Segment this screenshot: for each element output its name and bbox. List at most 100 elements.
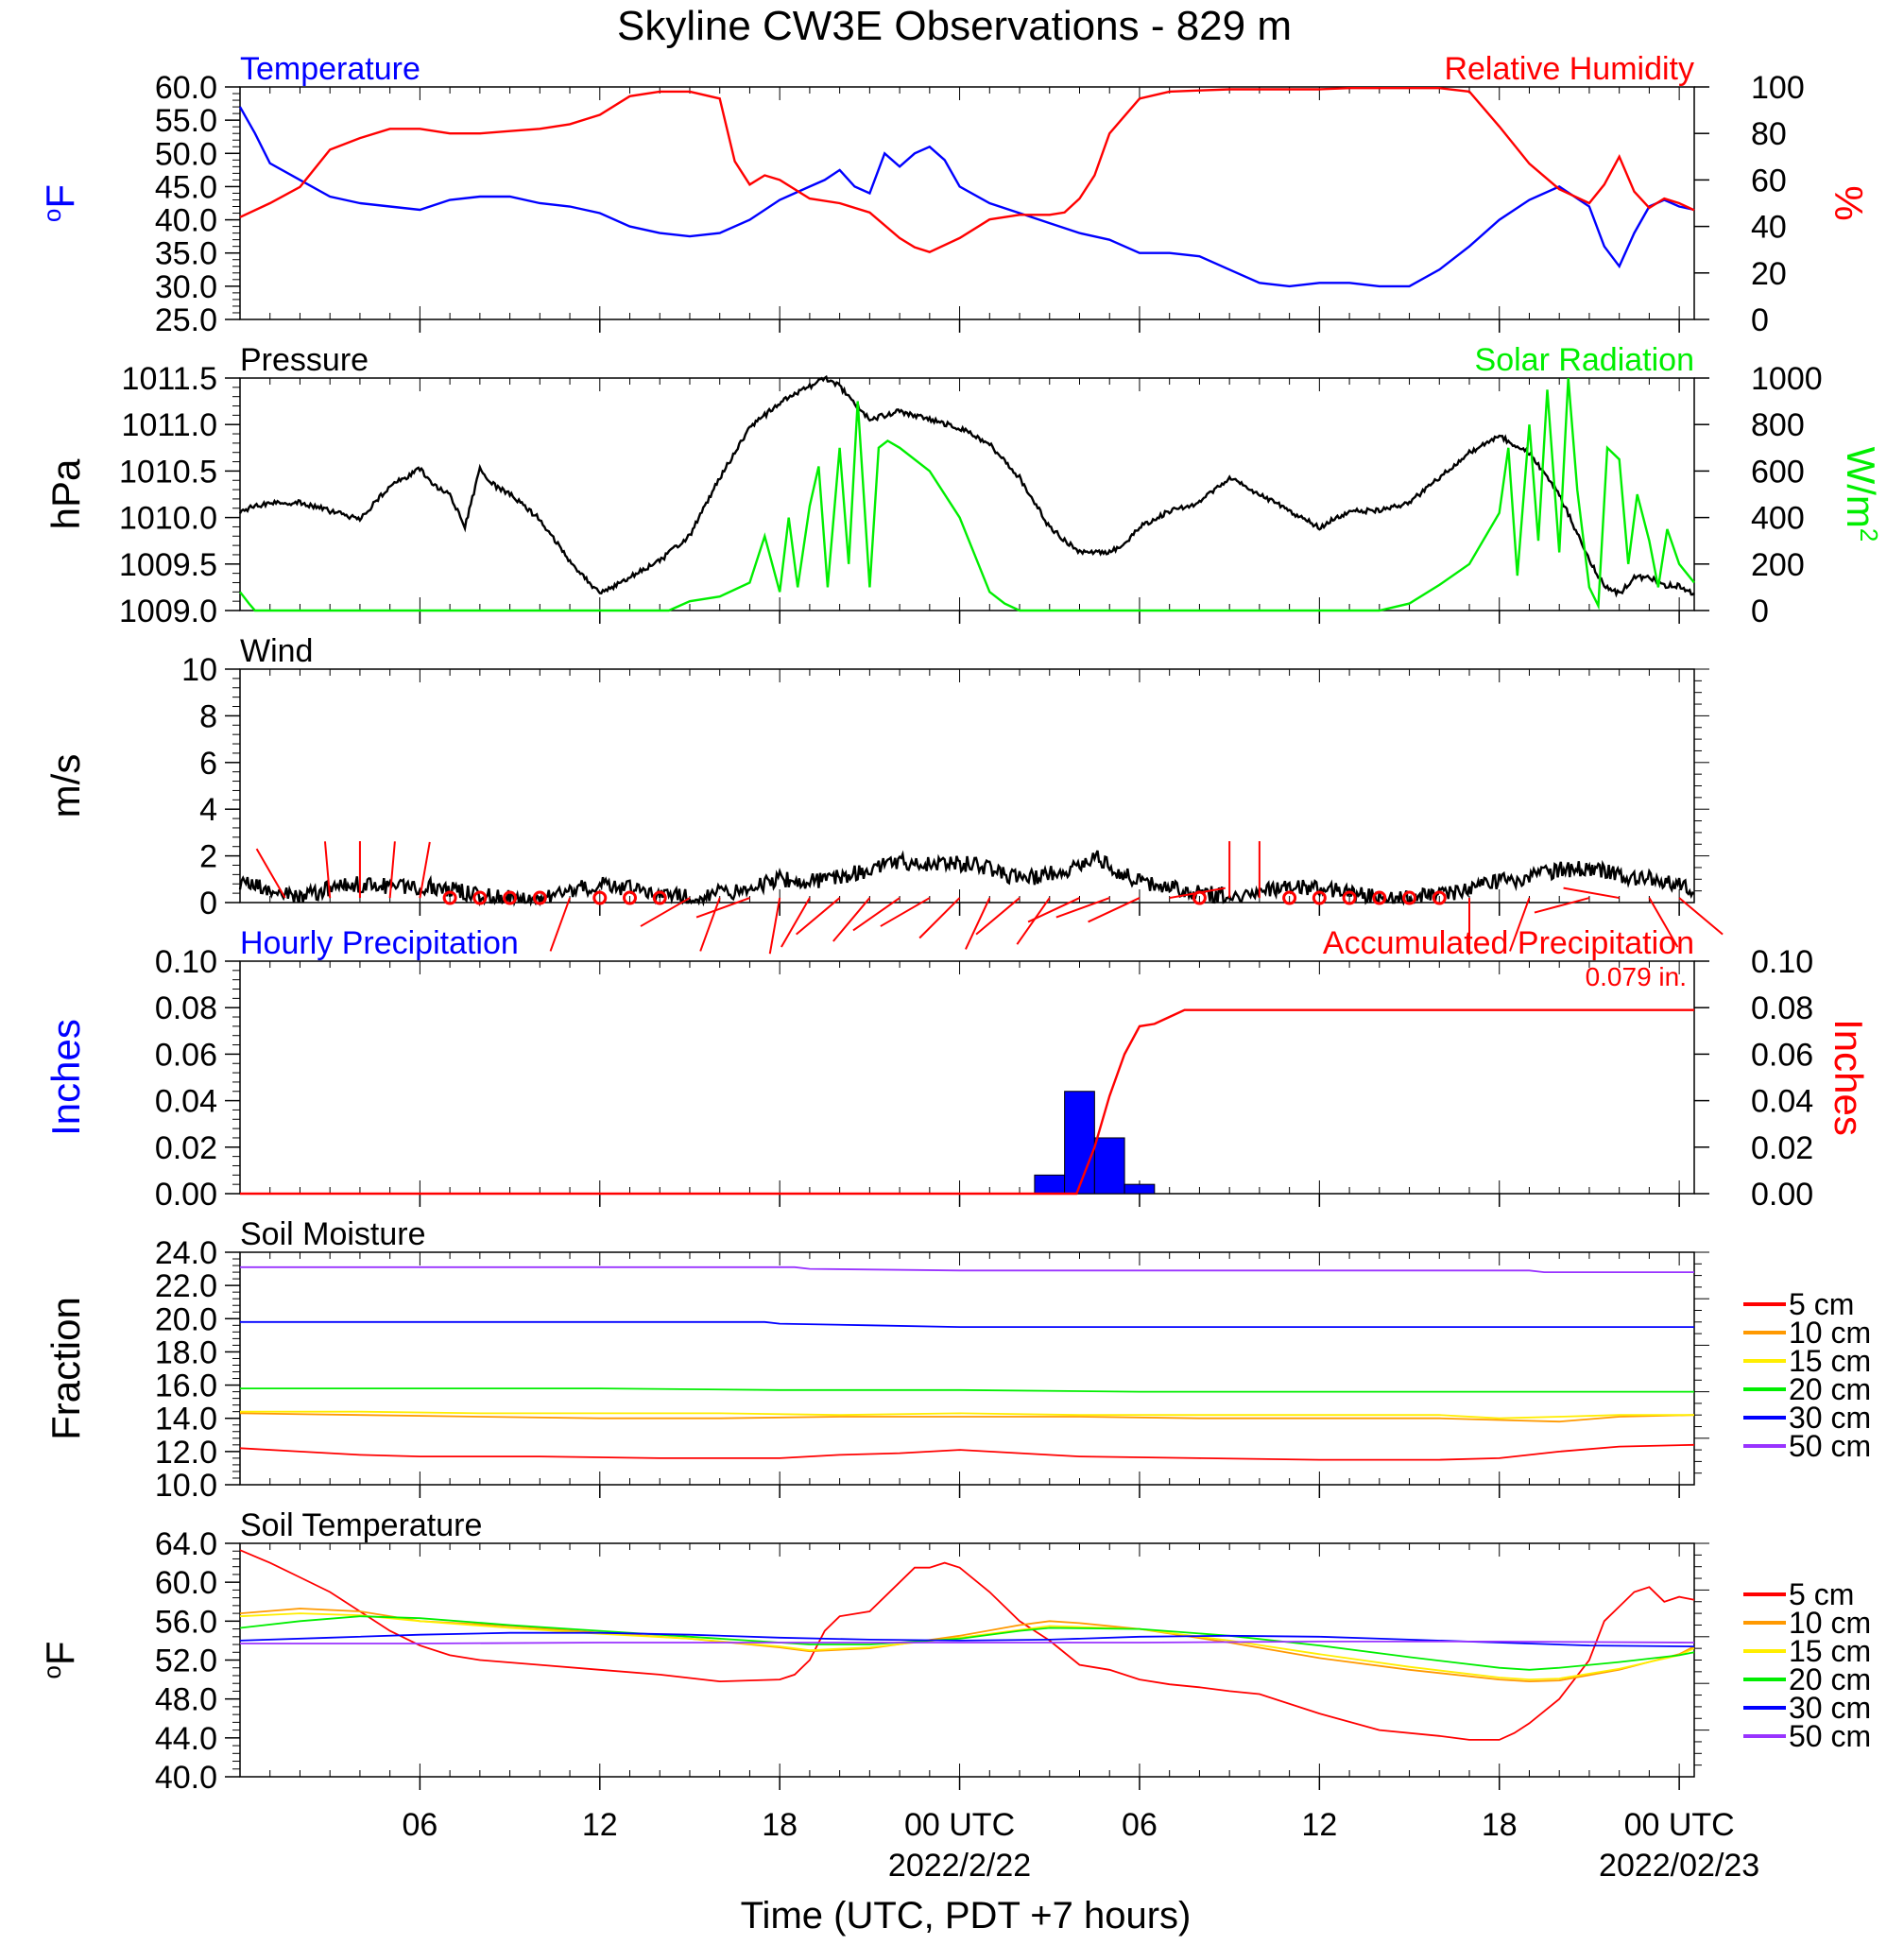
legend-entry: 10 cm xyxy=(1789,1606,1871,1640)
panel-title-right: Relative Humidity xyxy=(1444,51,1694,87)
wind-barb xyxy=(1055,897,1110,919)
wind-barb xyxy=(549,897,571,952)
y-tick-label-left: 30.0 xyxy=(155,269,217,305)
y-tick-label-left: 0.00 xyxy=(155,1177,217,1213)
calm-wind-marker xyxy=(1432,890,1447,905)
precip-bar xyxy=(1124,1183,1156,1195)
y-tick-label-left: 48.0 xyxy=(155,1682,217,1718)
panel-title-left: Wind xyxy=(240,633,313,669)
wind-barb xyxy=(1088,897,1141,923)
y-tick-label-left: 18.0 xyxy=(155,1334,217,1370)
calm-wind-marker xyxy=(1372,890,1387,905)
legend-entry: 5 cm xyxy=(1789,1577,1854,1611)
y-tick-label-left: 60.0 xyxy=(155,70,217,106)
legend-entry: 30 cm xyxy=(1789,1401,1871,1435)
legend-entry: 50 cm xyxy=(1789,1429,1871,1463)
y-tick-label-left: 0.08 xyxy=(155,990,217,1026)
series-line-5-cm xyxy=(239,1443,1695,1461)
wind-barb xyxy=(1534,897,1590,914)
wind-barb xyxy=(388,841,396,899)
calm-wind-marker xyxy=(1312,890,1327,905)
wind-barb xyxy=(1509,897,1531,952)
y-tick-label-right: 800 xyxy=(1751,407,1805,443)
series-line-20-cm xyxy=(239,1615,1695,1671)
wind-barb xyxy=(1678,897,1724,936)
y-axis-label-left: oF xyxy=(38,1641,82,1678)
panel-4: 0.00 0.02 0.04 0.06 0.08 0.10 0.00 0.02 0.04 0.06… xyxy=(43,925,1871,1213)
y-tick-label-right: 100 xyxy=(1751,70,1805,106)
y-tick-label-left: 55.0 xyxy=(155,103,217,139)
series-line-temperature xyxy=(238,106,1695,288)
y-tick-label-left: 20.0 xyxy=(155,1301,217,1337)
series-line-50-cm xyxy=(240,1641,1695,1644)
series-line-15-cm xyxy=(239,1612,1695,1681)
x-tick-label: 18 xyxy=(762,1807,798,1843)
calm-wind-marker xyxy=(1402,890,1417,905)
panel-title-left: Soil Temperature xyxy=(240,1507,482,1543)
y-axis-label-right: W/m2 xyxy=(1839,447,1883,542)
y-tick-label-left: 44.0 xyxy=(155,1721,217,1757)
y-tick-label-right: 0.10 xyxy=(1751,944,1813,980)
y-tick-label-left: 40.0 xyxy=(155,203,217,239)
y-tick-label-left: 6 xyxy=(199,746,217,782)
legend-entry: 20 cm xyxy=(1789,1662,1871,1696)
y-tick-label-left: 64.0 xyxy=(155,1526,217,1562)
wind-barb xyxy=(699,897,721,952)
accumulated-total-label: 0.079 in. xyxy=(1586,962,1687,991)
y-tick-label-left: 45.0 xyxy=(155,169,217,205)
y-tick-label-right: 0 xyxy=(1751,302,1769,338)
y-axis-label-right: % xyxy=(1827,185,1871,220)
y-axis-label-left: Inches xyxy=(43,1019,88,1136)
calm-wind-marker xyxy=(503,890,518,905)
y-tick-label-left: 22.0 xyxy=(155,1268,217,1304)
wind-barb xyxy=(832,897,871,942)
panel-frame xyxy=(239,377,1695,611)
series-line-50-cm xyxy=(240,1265,1694,1273)
y-tick-label-right: 400 xyxy=(1751,501,1805,537)
panel-title-left: Soil Moisture xyxy=(240,1216,426,1252)
wind-barb xyxy=(768,897,781,955)
panel-title-right: Accumulated Precipitation xyxy=(1323,925,1694,961)
y-tick-label-left: 14.0 xyxy=(155,1402,217,1437)
calm-wind-marker xyxy=(442,890,457,905)
y-tick-label-left: 8 xyxy=(199,698,217,734)
wind-barb xyxy=(780,897,811,948)
y-tick-label-right: 600 xyxy=(1751,454,1805,490)
panel-title-right: Solar Radiation xyxy=(1475,342,1694,378)
calm-wind-marker xyxy=(1192,890,1207,905)
y-tick-label-left: 0 xyxy=(199,886,217,921)
x-tick-label: 06 xyxy=(1122,1807,1158,1843)
y-tick-label-right: 0 xyxy=(1751,594,1769,629)
y-tick-label-right: 0.06 xyxy=(1751,1037,1813,1073)
y-tick-label-left: 0.02 xyxy=(155,1130,217,1166)
y-tick-label-left: 25.0 xyxy=(155,302,217,338)
calm-wind-marker xyxy=(1342,890,1357,905)
legend-entry: 50 cm xyxy=(1789,1719,1871,1753)
series-line-30-cm xyxy=(240,1320,1694,1328)
y-tick-label-right: 1000 xyxy=(1751,361,1823,397)
y-tick-label-left: 56.0 xyxy=(155,1604,217,1640)
calm-wind-marker xyxy=(652,890,667,905)
y-tick-label-left: 0.06 xyxy=(155,1037,217,1073)
y-tick-label-left: 1011.0 xyxy=(122,407,217,443)
x-axis-label: Time (UTC, PDT +7 hours) xyxy=(741,1895,1192,1936)
y-tick-label-left: 1011.5 xyxy=(122,361,217,397)
y-tick-label-left: 0.10 xyxy=(155,944,217,980)
precip-bar xyxy=(1034,1174,1066,1195)
wind-barb xyxy=(852,897,901,932)
series-line-solar-radiation xyxy=(239,377,1695,612)
legend-entry: 15 cm xyxy=(1789,1344,1871,1378)
panel-3: 0 2 4 6 8 10 Wind m/s xyxy=(43,633,1724,955)
y-tick-label-left: 10 xyxy=(181,652,217,688)
y-tick-label-right: 0.04 xyxy=(1751,1084,1813,1120)
y-tick-label-right: 0.02 xyxy=(1751,1130,1813,1166)
series-line-relative-humidity xyxy=(239,87,1695,253)
y-tick-label-right: 200 xyxy=(1751,547,1805,583)
panel-frame xyxy=(239,1542,1695,1778)
wind-barb xyxy=(695,897,750,919)
y-axis-label-left: m/s xyxy=(43,754,88,818)
y-axis-label-left: oF xyxy=(38,184,82,222)
wind-barb xyxy=(323,841,332,899)
